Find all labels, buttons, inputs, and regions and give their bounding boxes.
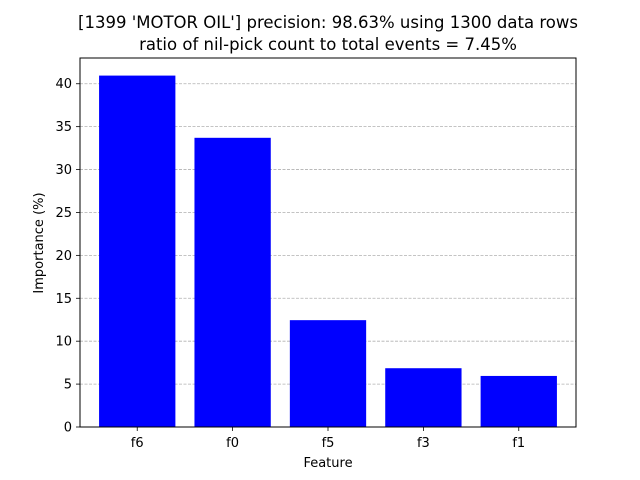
y-tick-label: 20: [55, 249, 72, 264]
x-tick-label-f5: f5: [322, 436, 335, 451]
x-tick-label-f1: f1: [512, 436, 525, 451]
bar-f3: [385, 368, 462, 427]
y-axis-ticks: 0 5 10 15 20 25 30 35 40: [55, 77, 80, 436]
x-tick-label-f6: f6: [131, 436, 144, 451]
chart-title-line2: ratio of nil-pick count to total events …: [139, 35, 517, 54]
bar-f6: [99, 75, 176, 427]
x-axis-ticks: f6 f0 f5 f3 f1: [131, 427, 525, 451]
y-tick-label: 10: [55, 335, 72, 350]
bars: [99, 75, 557, 427]
x-tick-label-f3: f3: [417, 436, 430, 451]
x-tick-label-f0: f0: [226, 436, 239, 451]
x-axis-label: Feature: [303, 456, 352, 471]
y-tick-label: 25: [55, 206, 72, 221]
y-axis-label: Importance (%): [32, 192, 47, 293]
bar-f5: [289, 320, 367, 427]
y-tick-label: 5: [64, 378, 72, 393]
bar-f1: [480, 375, 557, 427]
y-tick-label: 15: [55, 292, 72, 307]
bar-f0: [194, 137, 271, 427]
y-tick-label: 40: [55, 77, 72, 92]
y-tick-label: 35: [55, 120, 72, 135]
chart-title-line1: [1399 'MOTOR OIL'] precision: 98.63% usi…: [78, 13, 578, 32]
y-tick-label: 30: [55, 163, 72, 178]
y-tick-label: 0: [64, 421, 72, 436]
